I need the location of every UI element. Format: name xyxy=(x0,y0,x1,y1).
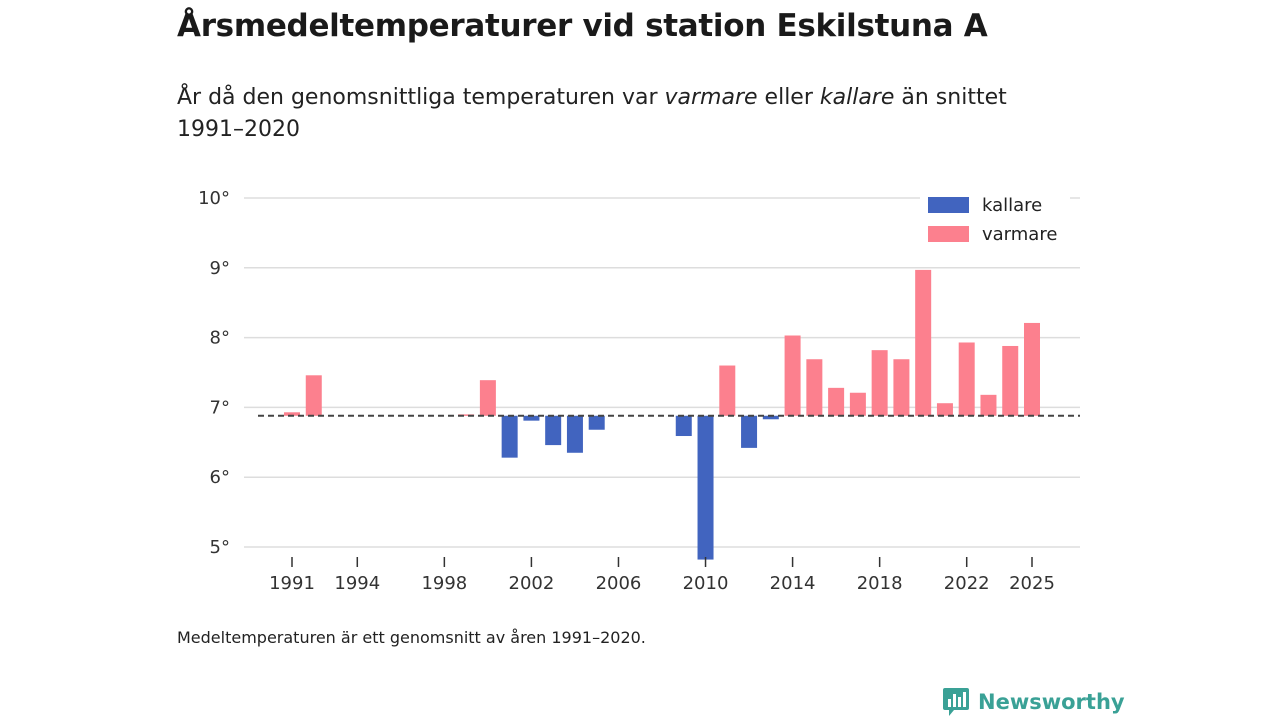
bar-warmer xyxy=(784,335,801,416)
bar-warmer xyxy=(719,365,736,416)
bar-warmer xyxy=(980,394,997,416)
y-tick-label: 7° xyxy=(210,397,230,418)
bar-warmer xyxy=(479,380,496,416)
subtitle-part1: År då den genomsnittliga temperaturen va… xyxy=(177,85,665,110)
x-tick-label: 2018 xyxy=(857,573,903,594)
bar-colder xyxy=(566,415,583,453)
bar-warmer xyxy=(893,359,910,416)
bar-warmer xyxy=(1024,322,1040,416)
bar-warmer xyxy=(849,392,866,416)
bar-colder xyxy=(501,415,518,458)
bar-warmer xyxy=(958,342,975,416)
x-tick-label: 2006 xyxy=(596,573,642,594)
y-tick-label: 9° xyxy=(210,258,230,279)
newsworthy-chart-icon xyxy=(943,688,969,716)
legend-label-colder: kallare xyxy=(982,195,1042,216)
bar-warmer xyxy=(1002,345,1019,416)
bar-colder xyxy=(741,415,758,448)
brand-name: Newsworthy xyxy=(978,690,1125,714)
chart-title: Årsmedeltemperaturer vid station Eskilst… xyxy=(177,8,988,44)
bar-colder xyxy=(588,415,605,430)
bar-colder xyxy=(523,415,540,421)
subtitle-cold-word: kallare xyxy=(819,85,895,110)
x-tick-label: 2002 xyxy=(509,573,555,594)
bar-colder xyxy=(545,415,562,446)
newsworthy-logo: Newsworthy xyxy=(942,686,1125,718)
bar-warmer xyxy=(806,359,823,416)
legend-swatch-colder xyxy=(928,197,969,213)
bar-warmer xyxy=(458,414,475,416)
x-tick-label: 1991 xyxy=(269,573,315,594)
subtitle-part3: än snittet 1991–2020 xyxy=(177,85,1007,142)
bar-warmer xyxy=(871,350,888,416)
x-tick-label: 2014 xyxy=(770,573,816,594)
bar-warmer xyxy=(936,403,953,416)
bar-warmer xyxy=(305,375,322,416)
x-tick-label: 1994 xyxy=(334,573,380,594)
chart-subtitle: År då den genomsnittliga temperaturen va… xyxy=(177,82,1057,146)
bar-warmer xyxy=(915,269,932,416)
bar-warmer xyxy=(828,387,845,416)
legend-label-warmer: varmare xyxy=(982,224,1057,245)
x-tick-label: 2022 xyxy=(944,573,990,594)
y-tick-label: 6° xyxy=(210,467,230,488)
x-tick-label: 1998 xyxy=(421,573,467,594)
footnote: Medeltemperaturen är ett genomsnitt av å… xyxy=(177,628,646,647)
subtitle-warm-word: varmare xyxy=(664,85,758,110)
legend-swatch-warmer xyxy=(928,226,969,242)
bar-colder xyxy=(675,415,692,437)
y-tick-label: 5° xyxy=(210,537,230,558)
x-tick-label: 2010 xyxy=(683,573,729,594)
bar-colder xyxy=(697,415,714,560)
y-tick-label: 10° xyxy=(198,188,230,209)
subtitle-part2: eller xyxy=(757,85,820,110)
bar-colder xyxy=(762,415,779,420)
x-tick-label: 2025 xyxy=(1009,573,1055,594)
bar-warmer xyxy=(284,412,300,416)
y-tick-label: 8° xyxy=(210,328,230,349)
